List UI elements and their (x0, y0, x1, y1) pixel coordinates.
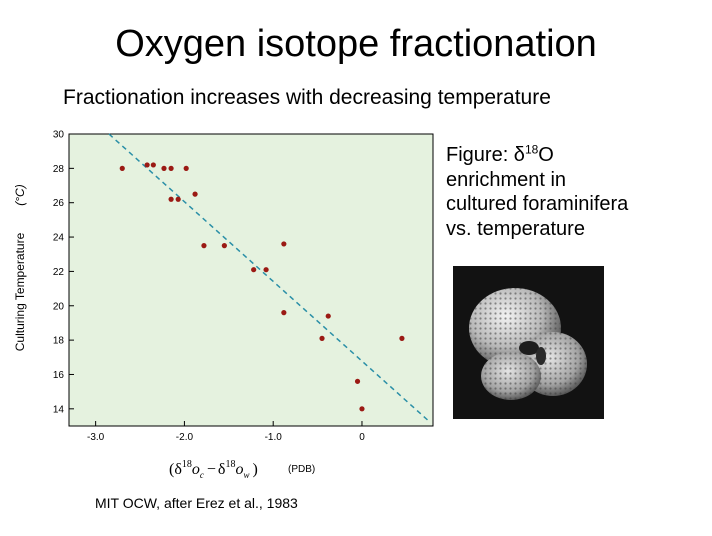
y-tick-label: 28 (53, 164, 65, 175)
x-tick-label: -1.0 (265, 432, 283, 443)
data-point (354, 378, 361, 384)
data-point (144, 162, 150, 168)
x-axis-unit: (PDB) (288, 464, 315, 475)
y-axis: 14 16 18 20 22 24 26 28 30 (53, 130, 74, 415)
data-point (175, 196, 181, 202)
caption-line-3: cultured foraminifera (446, 193, 629, 215)
data-point (119, 165, 125, 171)
x-label-sup-1: 18 (182, 459, 192, 470)
y-tick-label: 14 (53, 404, 65, 415)
y-tick-label: 22 (53, 267, 65, 278)
plot-area (68, 133, 434, 427)
source-credit: MIT OCW, after Erez et al., 1983 (95, 495, 298, 511)
x-label-o-2: o (235, 461, 243, 478)
data-point (319, 335, 325, 341)
x-tick-label: -3.0 (87, 432, 105, 443)
data-point (325, 313, 331, 319)
x-label-open: ( (169, 461, 174, 478)
y-tick-label: 20 (53, 301, 65, 312)
y-axis-title: Culturing Temperature (°C) (13, 184, 27, 351)
x-tick-label: 0 (359, 432, 365, 443)
data-point (168, 165, 174, 171)
y-tick-label: 26 (53, 198, 65, 209)
caption-line-2: enrichment in (446, 168, 567, 191)
y-tick-label: 30 (53, 130, 65, 141)
data-point (221, 243, 227, 249)
slide-subtitle: Fractionation increases with decreasing … (63, 86, 551, 109)
x-label-sup-2: 18 (225, 459, 235, 470)
data-point (281, 241, 287, 247)
y-tick-label: 24 (53, 233, 65, 244)
data-points (119, 162, 405, 412)
data-point (161, 165, 167, 171)
y-axis-unit: (°C) (13, 184, 27, 205)
data-point (251, 267, 257, 273)
svg-text:(δ18oc−δ18ow): (δ18oc − δ18ow) (169, 459, 258, 480)
data-point (281, 310, 287, 316)
y-tick-label: 18 (53, 336, 65, 347)
foraminifera-photo (453, 266, 604, 419)
x-label-sub-w: w (243, 470, 249, 480)
data-point (168, 196, 174, 202)
data-point (359, 406, 365, 412)
figure-caption: Figure: δ18O enrichment in cultured fora… (446, 143, 696, 241)
data-point (201, 243, 207, 249)
data-point (263, 267, 269, 273)
x-label-delta-2: δ (218, 461, 226, 478)
data-point (399, 335, 405, 341)
x-label-close: ) (252, 461, 257, 478)
data-point (183, 165, 189, 171)
x-tick-label: -2.0 (176, 432, 194, 443)
x-label-minus: − (207, 461, 216, 478)
data-point (150, 162, 156, 168)
caption-line-4: vs. temperature (446, 217, 585, 240)
data-point (192, 191, 198, 197)
x-label-delta-1: δ (174, 461, 182, 478)
y-tick-label: 16 (53, 370, 65, 381)
scatter-chart: 14 16 18 20 22 24 26 28 30 -3.0 -2.0 -1.0 0 Culturi… (13, 130, 434, 480)
x-axis: -3.0 -2.0 -1.0 0 (87, 421, 365, 443)
x-label-sub-c: c (200, 470, 204, 480)
x-axis-title: (δ18oc − δ18ow) (PDB) (169, 459, 315, 480)
caption-line-1: Figure: δ18O (446, 142, 554, 166)
y-axis-label: Culturing Temperature (13, 232, 27, 351)
slide-title: Oxygen isotope fractionation (115, 23, 597, 65)
x-label-o-1: o (192, 461, 200, 478)
